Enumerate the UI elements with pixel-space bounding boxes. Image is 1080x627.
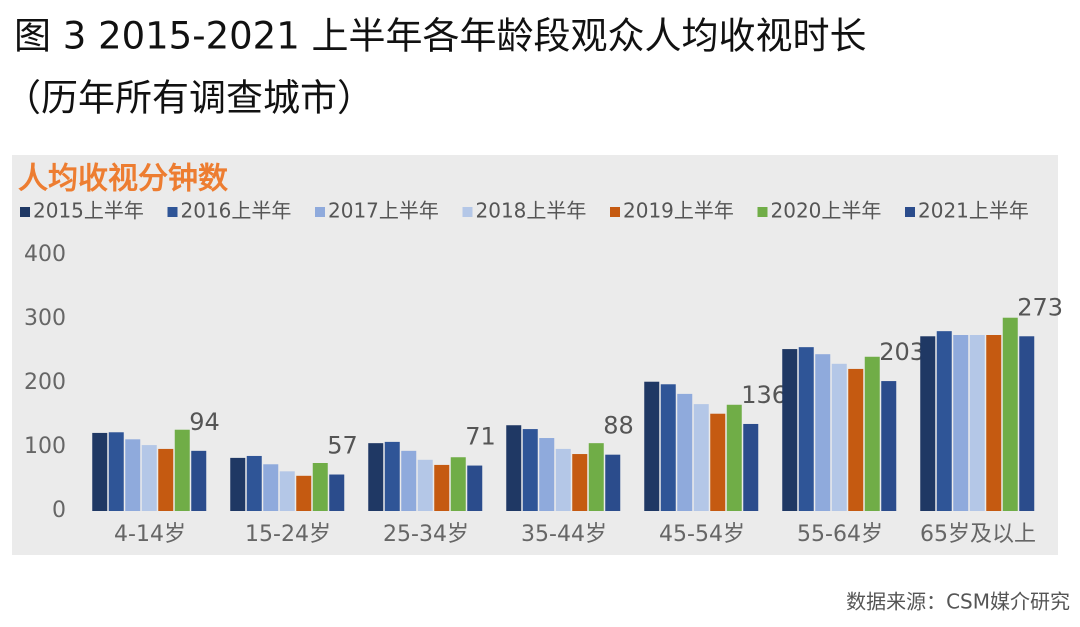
y-tick-label: 400 <box>24 242 66 267</box>
legend-label: 2020上半年 <box>771 199 882 223</box>
y-tick-label: 300 <box>24 306 66 331</box>
data-label: 71 <box>465 423 496 451</box>
legend-swatch <box>610 207 620 217</box>
bar <box>848 368 864 511</box>
bar <box>920 336 936 511</box>
bar <box>936 331 952 511</box>
legend-swatch <box>462 207 473 217</box>
legend-label: 2017上半年 <box>328 199 439 223</box>
x-tick-label: 35-44岁 <box>521 522 607 547</box>
bar <box>230 457 246 511</box>
bar <box>726 404 742 511</box>
bar <box>368 443 384 511</box>
bar <box>92 432 108 511</box>
bar <box>450 457 466 511</box>
y-axis-label: 人均收视分钟数 <box>18 162 229 197</box>
legend-label: 2016上半年 <box>181 199 292 223</box>
bar <box>782 349 798 511</box>
bar <box>263 464 279 511</box>
legend-swatch <box>905 207 915 217</box>
bar <box>434 464 450 511</box>
source-note: 数据来源：CSM媒介研究 <box>846 590 1070 614</box>
bar <box>141 445 157 511</box>
bar <box>1002 317 1018 511</box>
data-label: 57 <box>327 432 358 460</box>
x-tick-label: 45-54岁 <box>659 522 745 547</box>
bar <box>831 363 847 511</box>
bar <box>312 463 328 511</box>
y-tick-label: 100 <box>24 434 66 459</box>
bar <box>522 429 538 511</box>
chart-subtitle: （历年所有调查城市） <box>4 77 374 120</box>
legend-label: 2021上半年 <box>918 199 1029 223</box>
bar <box>506 425 522 511</box>
bar <box>986 335 1002 511</box>
bar <box>693 404 709 511</box>
y-tick-label: 200 <box>24 370 66 395</box>
bar <box>108 432 124 511</box>
bar <box>191 450 207 511</box>
data-label: 203 <box>879 338 925 366</box>
x-tick-label: 55-64岁 <box>797 522 883 547</box>
bar <box>743 423 759 511</box>
bar <box>417 459 433 511</box>
legend-swatch <box>20 207 30 217</box>
bar <box>677 393 693 511</box>
bar <box>296 475 312 511</box>
x-tick-label: 25-34岁 <box>383 522 469 547</box>
bar <box>174 429 190 511</box>
bar <box>279 471 295 511</box>
data-label: 273 <box>1017 293 1063 321</box>
x-tick-label: 4-14岁 <box>114 522 186 547</box>
bar <box>1019 336 1035 511</box>
bar <box>329 474 345 511</box>
y-tick-label: 0 <box>52 498 66 523</box>
bar <box>555 448 571 511</box>
bar <box>815 354 831 511</box>
bar <box>644 381 660 511</box>
legend-swatch <box>757 207 768 217</box>
legend-label: 2018上半年 <box>476 199 587 223</box>
x-tick-label: 65岁及以上 <box>920 522 1036 547</box>
legend-label: 2019上半年 <box>623 199 734 223</box>
bar <box>660 384 676 511</box>
x-tick-label: 15-24岁 <box>245 522 331 547</box>
data-label: 94 <box>189 408 220 436</box>
bar <box>125 439 141 511</box>
chart-title: 图 3 2015-2021 上半年各年龄段观众人均收视时长 <box>14 15 867 58</box>
bar <box>467 465 483 511</box>
bar <box>588 443 604 511</box>
bar <box>401 450 417 511</box>
bar <box>158 448 174 511</box>
bar <box>572 454 588 511</box>
bar <box>710 413 726 511</box>
bar <box>864 356 880 511</box>
bar <box>246 455 262 511</box>
bar <box>969 335 985 511</box>
legend-swatch <box>167 207 178 217</box>
bar <box>953 335 969 511</box>
legend-label: 2015上半年 <box>33 199 144 223</box>
data-label: 136 <box>741 381 787 409</box>
legend-swatch <box>315 207 325 217</box>
bar <box>798 347 814 511</box>
bar <box>384 441 400 511</box>
bar <box>605 454 621 511</box>
data-label: 88 <box>603 412 634 440</box>
bar <box>539 438 555 511</box>
bar <box>881 381 897 511</box>
